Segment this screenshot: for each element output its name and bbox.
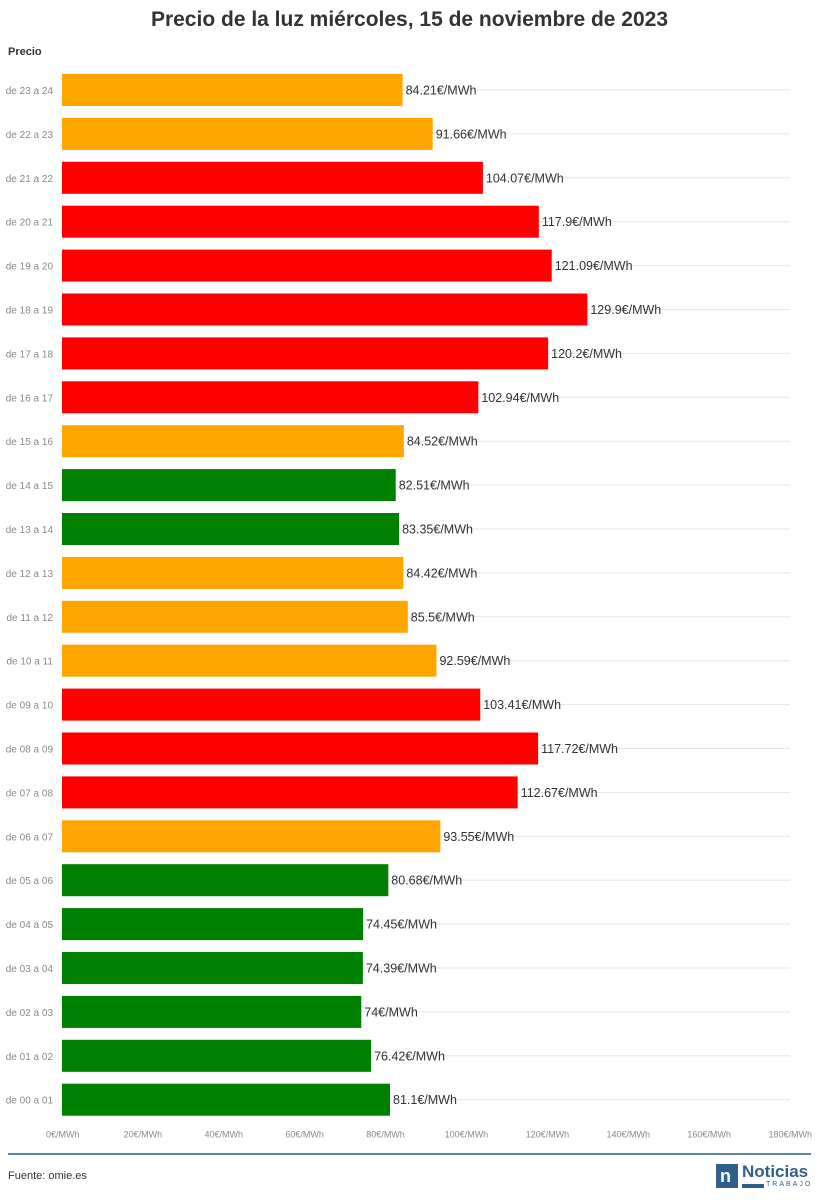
- category-label: de 08 a 09: [6, 745, 54, 756]
- bar-chart: de 23 a 24 84.21€/MWh de 22 a 23 91.66€/MWh…: [6, 74, 812, 1140]
- value-label: 74.39€/MWh: [366, 962, 437, 976]
- category-label: de 02 a 03: [6, 1008, 54, 1019]
- value-label: 84.42€/MWh: [406, 566, 477, 580]
- category-label: de 04 a 05: [6, 920, 54, 931]
- category-label: de 17 a 18: [6, 349, 54, 360]
- category-label: de 13 a 14: [6, 525, 54, 536]
- bar: [62, 1083, 391, 1116]
- logo-mark-letter: n: [720, 1166, 731, 1186]
- value-label: 85.5€/MWh: [411, 610, 475, 624]
- category-label: de 14 a 15: [6, 481, 54, 492]
- value-label: 74.45€/MWh: [366, 918, 437, 932]
- category-label: de 20 a 21: [6, 218, 54, 229]
- bar: [62, 820, 441, 853]
- value-label: 74€/MWh: [364, 1005, 418, 1019]
- category-label: de 10 a 11: [6, 657, 53, 668]
- category-label: de 05 a 06: [6, 876, 54, 887]
- y-axis-label: Precio: [8, 46, 42, 58]
- logo-subtitle: TRABAJO: [766, 1181, 813, 1188]
- value-label: 83.35€/MWh: [402, 523, 473, 537]
- x-tick-label: 60€/MWh: [285, 1130, 324, 1140]
- x-tick-label: 100€/MWh: [445, 1130, 489, 1140]
- bar: [62, 469, 396, 502]
- category-label: de 03 a 04: [6, 964, 54, 975]
- value-label: 84.52€/MWh: [407, 435, 478, 449]
- chart-title: Precio de la luz miércoles, 15 de noviem…: [150, 8, 669, 31]
- logo-wordmark: Noticias: [742, 1162, 809, 1181]
- category-label: de 00 a 01: [6, 1096, 54, 1107]
- category-label: de 18 a 19: [6, 306, 54, 317]
- value-label: 117.72€/MWh: [541, 742, 618, 756]
- source-note: Fuente: omie.es: [8, 1170, 87, 1182]
- x-tick-label: 0€/MWh: [46, 1130, 80, 1140]
- bar: [62, 776, 518, 809]
- x-tick-label: 160€/MWh: [687, 1130, 731, 1140]
- bar: [62, 644, 437, 677]
- bar: [62, 337, 549, 370]
- value-label: 117.9€/MWh: [542, 215, 612, 229]
- bar: [62, 952, 363, 984]
- logo-underline: [742, 1184, 764, 1188]
- value-label: 81.1€/MWh: [393, 1093, 457, 1107]
- x-tick-label: 140€/MWh: [606, 1130, 650, 1140]
- category-label: de 15 a 16: [6, 437, 54, 448]
- x-tick-label: 120€/MWh: [526, 1130, 570, 1140]
- value-label: 102.94€/MWh: [481, 391, 559, 405]
- x-tick-label: 180€/MWh: [768, 1130, 812, 1140]
- footer-divider: [8, 1153, 811, 1155]
- value-label: 76.42€/MWh: [374, 1049, 445, 1063]
- bar: [62, 908, 364, 941]
- bar: [62, 293, 588, 326]
- bar: [62, 732, 539, 765]
- value-label: 91.66€/MWh: [436, 127, 507, 141]
- category-label: de 22 a 23: [6, 130, 54, 141]
- category-label: de 06 a 07: [6, 832, 54, 843]
- value-label: 120.2€/MWh: [551, 347, 622, 361]
- logo-mark-icon: n: [716, 1164, 738, 1188]
- value-label: 103.41€/MWh: [483, 698, 561, 712]
- brand-logo: n Noticias TRABAJO: [716, 1162, 812, 1190]
- value-label: 129.9€/MWh: [590, 303, 661, 317]
- category-label: de 07 a 08: [6, 788, 54, 799]
- value-label: 84.21€/MWh: [406, 84, 477, 98]
- value-label: 80.68€/MWh: [391, 874, 462, 888]
- value-label: 112.67€/MWh: [521, 786, 598, 800]
- value-label: 92.59€/MWh: [439, 654, 510, 668]
- value-label: 104.07€/MWh: [486, 171, 564, 185]
- value-label: 93.55€/MWh: [443, 830, 514, 844]
- category-label: de 16 a 17: [6, 393, 54, 404]
- category-label: de 11 a 12: [6, 613, 53, 624]
- category-label: de 12 a 13: [6, 569, 54, 580]
- bar: [62, 1039, 372, 1072]
- bar: [62, 556, 404, 589]
- bar: [62, 995, 362, 1028]
- category-label: de 23 a 24: [6, 86, 54, 97]
- x-tick-label: 20€/MWh: [124, 1130, 163, 1140]
- value-label: 82.51€/MWh: [399, 479, 470, 493]
- bar: [62, 74, 403, 106]
- x-tick-label: 40€/MWh: [205, 1130, 244, 1140]
- category-label: de 01 a 02: [6, 1052, 54, 1063]
- bar: [62, 249, 552, 282]
- bar: [62, 161, 483, 194]
- x-tick-label: 80€/MWh: [366, 1130, 405, 1140]
- bar: [62, 513, 400, 545]
- category-label: de 19 a 20: [6, 262, 54, 273]
- bar: [62, 381, 479, 414]
- bar: [62, 205, 539, 238]
- bar: [62, 117, 433, 150]
- category-label: de 21 a 22: [6, 174, 54, 185]
- bar: [62, 600, 408, 633]
- bar: [62, 425, 404, 458]
- value-label: 121.09€/MWh: [555, 259, 633, 273]
- category-label: de 09 a 10: [6, 701, 54, 712]
- bar: [62, 864, 389, 897]
- bar: [62, 688, 481, 721]
